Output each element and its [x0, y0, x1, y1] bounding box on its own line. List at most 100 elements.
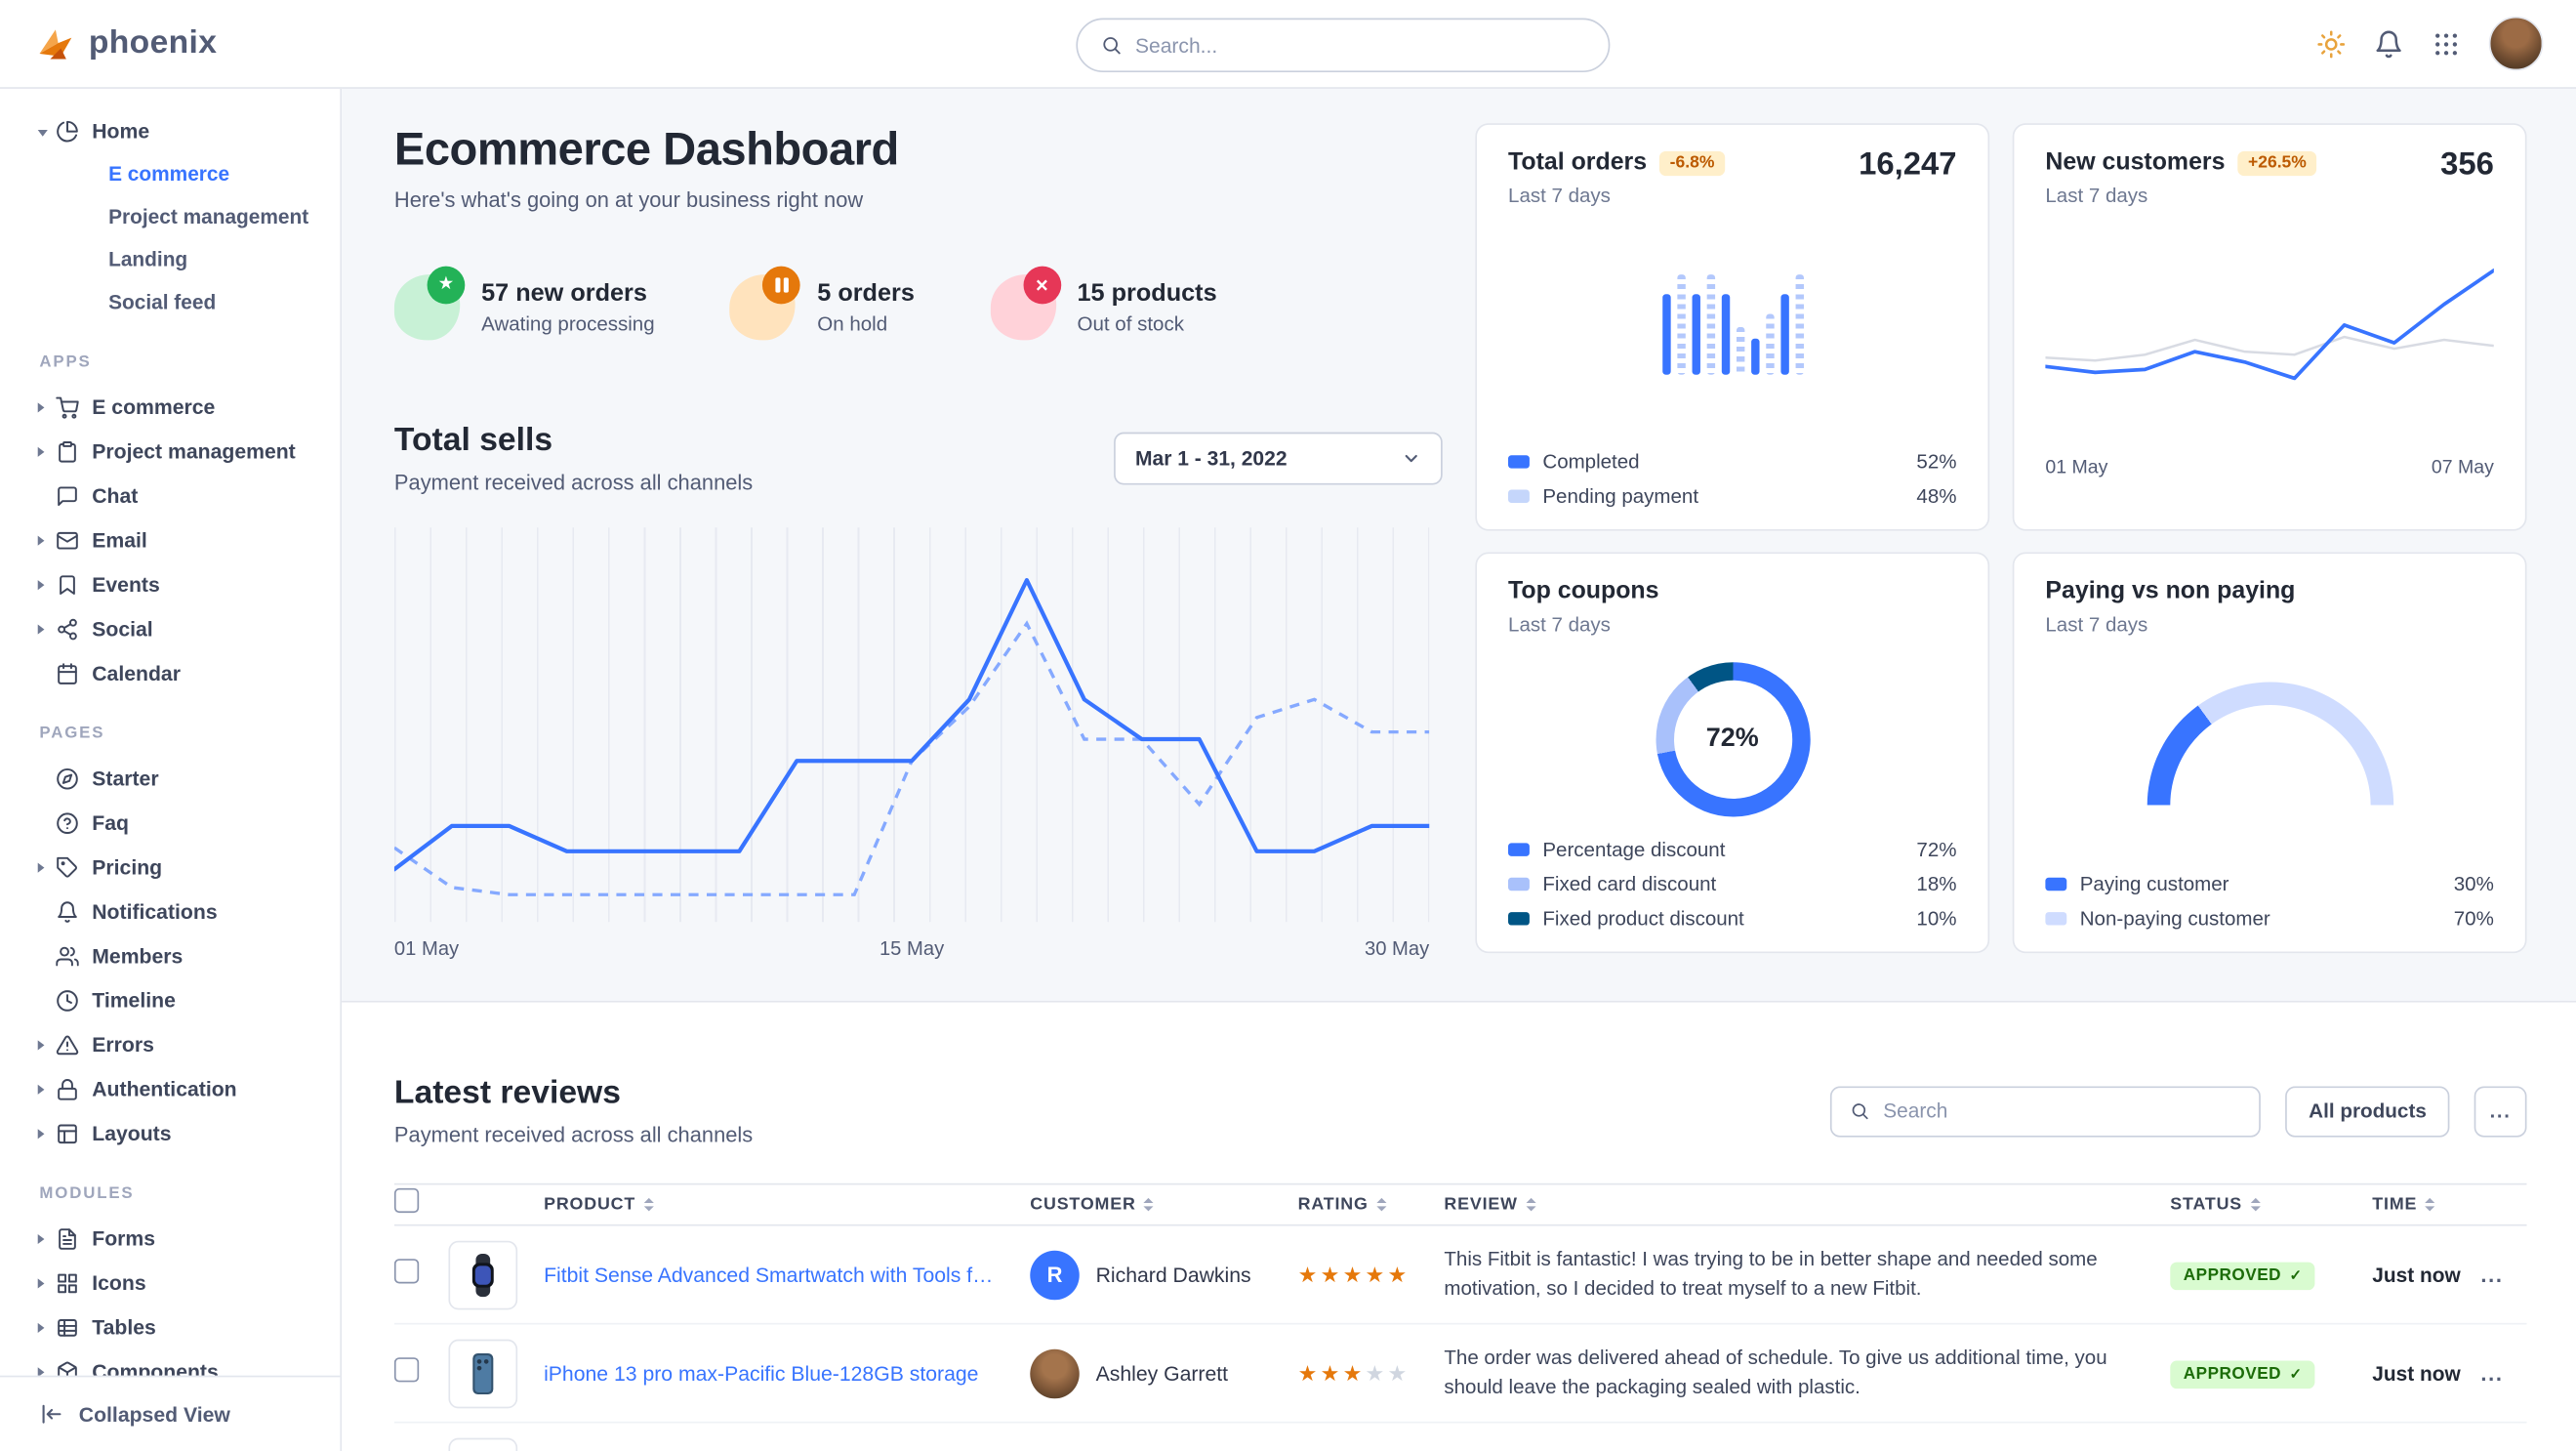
brand-name: phoenix [88, 24, 218, 62]
reviews-more-button[interactable]: ... [2474, 1085, 2527, 1137]
star-icon: ★ [1320, 1359, 1340, 1385]
clipboard-icon [59, 440, 76, 462]
sidebar-item-label: Events [92, 572, 160, 597]
tag-icon [57, 856, 77, 877]
apps-menu-button[interactable] [2432, 28, 2461, 58]
reviews-title: Latest reviews [393, 1074, 621, 1111]
row-actions-button[interactable]: ... [2480, 1361, 2526, 1386]
sidebar-nav: Home E commerce Project management Landing S… [0, 108, 340, 1393]
sidebar-item-label: Social [92, 616, 153, 641]
row-checkbox[interactable] [393, 1356, 420, 1382]
sidebar-item-calendar[interactable]: Calendar [0, 650, 340, 694]
sidebar-item-notifications[interactable]: Notifications [0, 890, 340, 933]
row-checkbox[interactable] [393, 1258, 420, 1283]
product-thumbnail-phone [448, 1338, 518, 1408]
new-customers-value: 356 [2440, 145, 2494, 183]
sidebar-item-project-management[interactable]: Project management [0, 429, 340, 473]
sidebar-item-icons[interactable]: Icons [0, 1261, 340, 1305]
sun-icon [2317, 29, 2346, 58]
row-actions-button[interactable]: ... [2480, 1263, 2526, 1287]
stat-value: 5 orders [817, 279, 915, 308]
order-stats: ★ 57 new orders Awating processing 5 orders… [393, 266, 1443, 341]
paying-legend-item: Non-paying customer 70% [2045, 907, 2494, 931]
sidebar-item-forms[interactable]: Forms [0, 1216, 340, 1260]
column-header-review[interactable]: REVIEW [1444, 1195, 2170, 1215]
product-thumbnail-empty [448, 1436, 518, 1451]
grid-dots-icon [2435, 32, 2458, 55]
sidebar-item-home[interactable]: Home [0, 108, 340, 152]
legend-swatch [1508, 877, 1530, 891]
stat-awating-processing: ★ 57 new orders Awating processing [393, 266, 655, 341]
collapsed-view-toggle[interactable]: Collapsed View [0, 1375, 341, 1451]
column-header-status[interactable]: STATUS [2170, 1195, 2372, 1215]
reviews-table: PRODUCT CUSTOMER RATING REVIEW STATUS TIME Fit… [393, 1182, 2527, 1451]
product-thumbnail-watch [448, 1239, 518, 1309]
sidebar-item-social[interactable]: Social [0, 606, 340, 650]
reviews-search[interactable] [1830, 1085, 2262, 1137]
global-search[interactable] [1076, 18, 1611, 73]
total-sells-subtitle: Payment received across all channels [393, 470, 754, 495]
sidebar-item-tables[interactable]: Tables [0, 1305, 340, 1348]
top-coupons-card: Top coupons Last 7 days 72% Percentage d… [1475, 552, 1990, 954]
sidebar-item-authentication[interactable]: Authentication [0, 1066, 340, 1110]
sidebar-item-errors[interactable]: Errors [0, 1022, 340, 1066]
theme-toggle-button[interactable] [2316, 28, 2346, 58]
notifications-button[interactable] [2374, 28, 2403, 58]
column-header-customer[interactable]: CUSTOMER [1030, 1195, 1297, 1215]
sidebar-item-members[interactable]: Members [0, 933, 340, 977]
reviews-controls: All products ... [1830, 1085, 2527, 1137]
sidebar-item-e-commerce[interactable]: E commerce [0, 385, 340, 429]
customer-avatar-initial: R [1030, 1249, 1080, 1300]
sidebar-subitem-e-commerce[interactable]: E commerce [108, 162, 230, 187]
sidebar-item-timeline[interactable]: Timeline [0, 977, 340, 1021]
column-header-product[interactable]: PRODUCT [544, 1195, 1030, 1215]
orders-legend-item: Completed 52% [1508, 450, 1957, 474]
date-range-select[interactable]: Mar 1 - 31, 2022 [1114, 432, 1443, 485]
sidebar-subitem-project-management[interactable]: Project management [108, 205, 309, 228]
caret-right-icon [38, 579, 57, 589]
user-avatar[interactable] [2488, 16, 2544, 71]
total-sells-x-axis: 01 May 15 May 30 May [394, 936, 1429, 960]
global-search-input[interactable] [1134, 33, 1586, 58]
sidebar-item-layouts[interactable]: Layouts [0, 1111, 340, 1155]
orders-legend-item: Pending payment 48% [1508, 484, 1957, 509]
collapsed-view-label: Collapsed View [78, 1402, 230, 1427]
total-orders-card: Total orders -6.8% Last 7 days 16,247 Co… [1475, 123, 1990, 531]
star-icon: ★ [1342, 1261, 1363, 1286]
sidebar-item-events[interactable]: Events [0, 562, 340, 606]
sidebar-subitem-landing[interactable]: Landing [108, 248, 188, 271]
sidebar-item-email[interactable]: Email [0, 518, 340, 561]
baseline-line [2045, 335, 2495, 362]
customer-cell: Ashley Garrett [1030, 1347, 1297, 1398]
sidebar-item-faq[interactable]: Faq [0, 801, 340, 845]
table-header-row: PRODUCT CUSTOMER RATING REVIEW STATUS TIME [393, 1182, 2527, 1226]
sidebar-item-pricing[interactable]: Pricing [0, 845, 340, 889]
main-content: Ecommerce Dashboard Here's what's going … [342, 88, 2576, 1451]
product-link[interactable]: iPhone 13 pro max-Pacific Blue-128GB sto… [544, 1361, 979, 1385]
product-link[interactable]: Fitbit Sense Advanced Smartwatch with To… [544, 1263, 1002, 1286]
sidebar-item-starter[interactable]: Starter [0, 756, 340, 800]
reviews-search-input[interactable] [1883, 1099, 2242, 1123]
order-bar [1736, 327, 1744, 375]
order-bar [1705, 273, 1715, 375]
legend-value: 52% [1916, 450, 1957, 474]
alert-icon [56, 1034, 79, 1055]
sidebar-subitem-social-feed[interactable]: Social feed [108, 290, 217, 314]
brand-logo[interactable]: phoenix [33, 22, 218, 65]
column-header-time[interactable]: TIME [2372, 1195, 2480, 1215]
mail-icon [57, 531, 78, 549]
caret-right-icon [38, 535, 57, 545]
sidebar-item-label: Project management [92, 439, 296, 463]
thumbnail-cell [448, 1338, 544, 1408]
sort-icon [1376, 1198, 1386, 1211]
legend-label: Pending payment [1542, 484, 1699, 509]
order-bar [1720, 294, 1730, 375]
rating-stars: ★ ★ ★ ★ ★ [1298, 1262, 1445, 1288]
sidebar-item-chat[interactable]: Chat [0, 474, 340, 518]
legend-label: Non-paying customer [2079, 907, 2270, 931]
all-products-filter-button[interactable]: All products [2285, 1085, 2450, 1137]
review-row-partial [394, 1424, 2527, 1451]
order-bar [1779, 294, 1788, 375]
column-header-rating[interactable]: RATING [1298, 1195, 1445, 1215]
row-checkbox[interactable] [393, 1187, 420, 1214]
